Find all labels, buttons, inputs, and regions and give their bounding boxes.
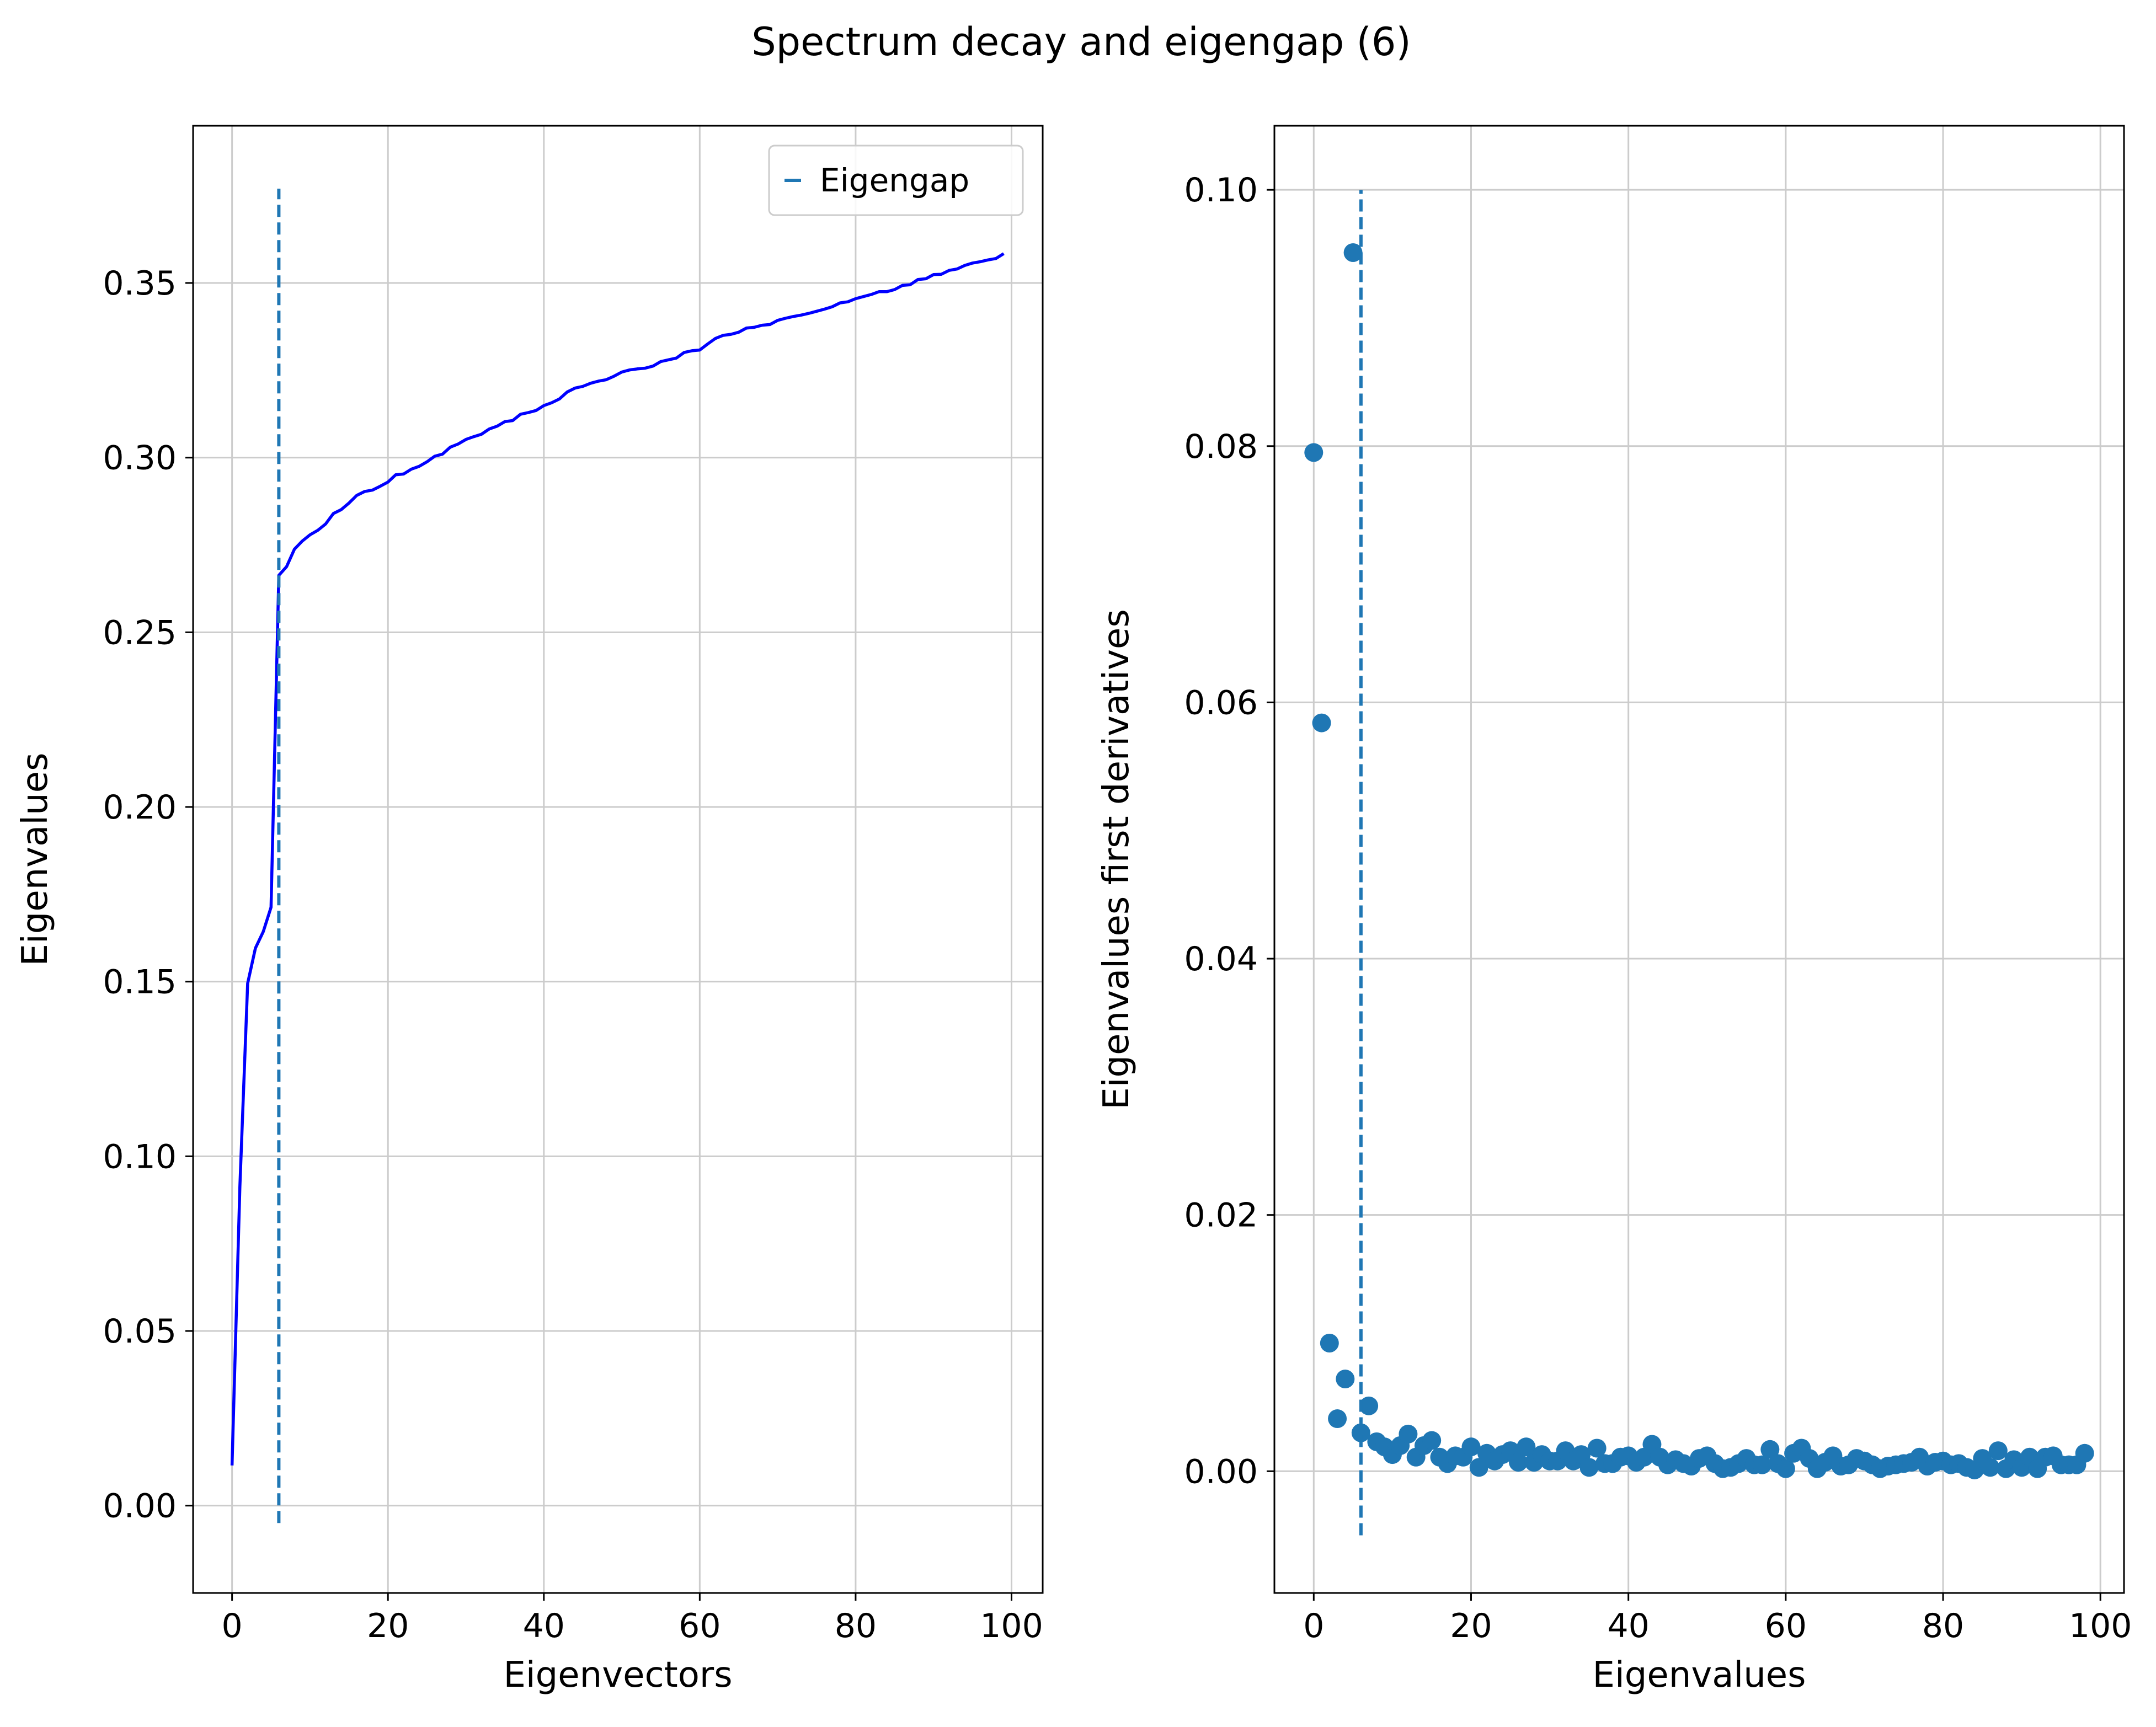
chart-1-point-57 bbox=[1753, 1455, 1772, 1474]
chart-0-axes-frame bbox=[192, 125, 1044, 1594]
chart-0-ylabel: Eigenvalues bbox=[15, 753, 56, 966]
chart-0-ytick-label-1: 0.05 bbox=[103, 1312, 177, 1351]
chart-1-ytick-label-3: 0.06 bbox=[1184, 683, 1258, 722]
chart-1-ytick-label-4: 0.08 bbox=[1184, 427, 1258, 466]
chart-1-point-6 bbox=[1351, 1423, 1370, 1442]
chart-0-xlabel: Eigenvectors bbox=[503, 1655, 732, 1696]
chart-1-point-20 bbox=[1461, 1437, 1481, 1457]
chart-0-xtick-label-0: 0 bbox=[222, 1607, 243, 1645]
chart-0-xtick-label-1: 20 bbox=[367, 1607, 409, 1645]
chart-1-point-2 bbox=[1320, 1333, 1339, 1352]
chart-0-ytick-label-6: 0.30 bbox=[103, 439, 177, 478]
chart-1-point-7 bbox=[1359, 1396, 1379, 1415]
left-chart-spectrum: 0 20 40 60 80 100 0.00 0.05 0.10 0.15 0.20 0.25 0.30… bbox=[15, 125, 1044, 1696]
chart-1-point-98 bbox=[2075, 1443, 2094, 1463]
chart-1-point-26 bbox=[1509, 1453, 1528, 1472]
chart-0-legend-box bbox=[768, 145, 1024, 216]
figure-title: Spectrum decay and eigengap (6) bbox=[751, 19, 1411, 65]
chart-1-ytick-label-1: 0.02 bbox=[1184, 1196, 1258, 1235]
chart-1-point-58 bbox=[1760, 1440, 1780, 1459]
chart-1-point-60 bbox=[1776, 1459, 1795, 1478]
chart-0-series-0-line bbox=[230, 252, 1005, 1466]
chart-1-ylabel: Eigenvalues first derivatives bbox=[1096, 609, 1137, 1109]
chart-1-xlabel: Eigenvalues bbox=[1593, 1655, 1806, 1696]
chart-1-xtick-label-2: 40 bbox=[1607, 1607, 1649, 1645]
chart-0-legend-label-0: Eigengap bbox=[820, 162, 969, 199]
chart-1-point-15 bbox=[1422, 1431, 1442, 1450]
chart-1-point-3 bbox=[1328, 1409, 1347, 1429]
right-chart-derivatives: 0 20 40 60 80 100 0.00 0.02 0.04 0.06 0.08 0.10 Eige… bbox=[1096, 125, 2132, 1696]
chart-0-xtick-label-2: 40 bbox=[523, 1607, 565, 1645]
chart-1-point-27 bbox=[1517, 1437, 1536, 1457]
chart-1-point-35 bbox=[1579, 1458, 1599, 1477]
chart-1-point-36 bbox=[1587, 1439, 1607, 1458]
chart-0-xtick-label-4: 80 bbox=[835, 1607, 877, 1645]
chart-0-xtick-label-5: 100 bbox=[980, 1607, 1043, 1645]
chart-0-xtick-label-3: 60 bbox=[679, 1607, 721, 1645]
chart-1-ytick-label-2: 0.04 bbox=[1184, 940, 1258, 979]
chart-1-xtick-label-3: 60 bbox=[1765, 1607, 1807, 1645]
chart-1-point-1 bbox=[1312, 713, 1331, 732]
chart-0-ytick-label-2: 0.10 bbox=[103, 1137, 177, 1176]
chart-1-axes-frame bbox=[1273, 125, 2125, 1594]
chart-1-ytick-label-0: 0.00 bbox=[1184, 1452, 1258, 1491]
chart-1-xtick-label-0: 0 bbox=[1303, 1607, 1324, 1645]
chart-1-point-87 bbox=[1988, 1441, 2008, 1461]
chart-1-point-21 bbox=[1469, 1458, 1488, 1477]
chart-0-legend: Eigengap bbox=[768, 145, 1024, 216]
chart-1-point-86 bbox=[1981, 1458, 2000, 1477]
chart-1-ytick-label-5: 0.10 bbox=[1184, 171, 1258, 210]
chart-1-xtick-label-4: 80 bbox=[1922, 1607, 1964, 1645]
chart-1-xtick-label-1: 20 bbox=[1450, 1607, 1492, 1645]
chart-0-ytick-label-0: 0.00 bbox=[103, 1487, 177, 1526]
chart-0-ytick-label-7: 0.35 bbox=[103, 264, 177, 303]
chart-1-point-5 bbox=[1343, 243, 1363, 262]
chart-0-ytick-label-3: 0.15 bbox=[103, 963, 177, 1002]
chart-1-point-12 bbox=[1399, 1424, 1418, 1443]
chart-1-point-0 bbox=[1304, 443, 1324, 462]
chart-1-point-4 bbox=[1336, 1370, 1355, 1389]
chart-1-xtick-label-5: 100 bbox=[2069, 1607, 2132, 1645]
chart-0-ytick-label-4: 0.20 bbox=[103, 788, 177, 827]
chart-0-ytick-label-5: 0.25 bbox=[103, 613, 177, 652]
